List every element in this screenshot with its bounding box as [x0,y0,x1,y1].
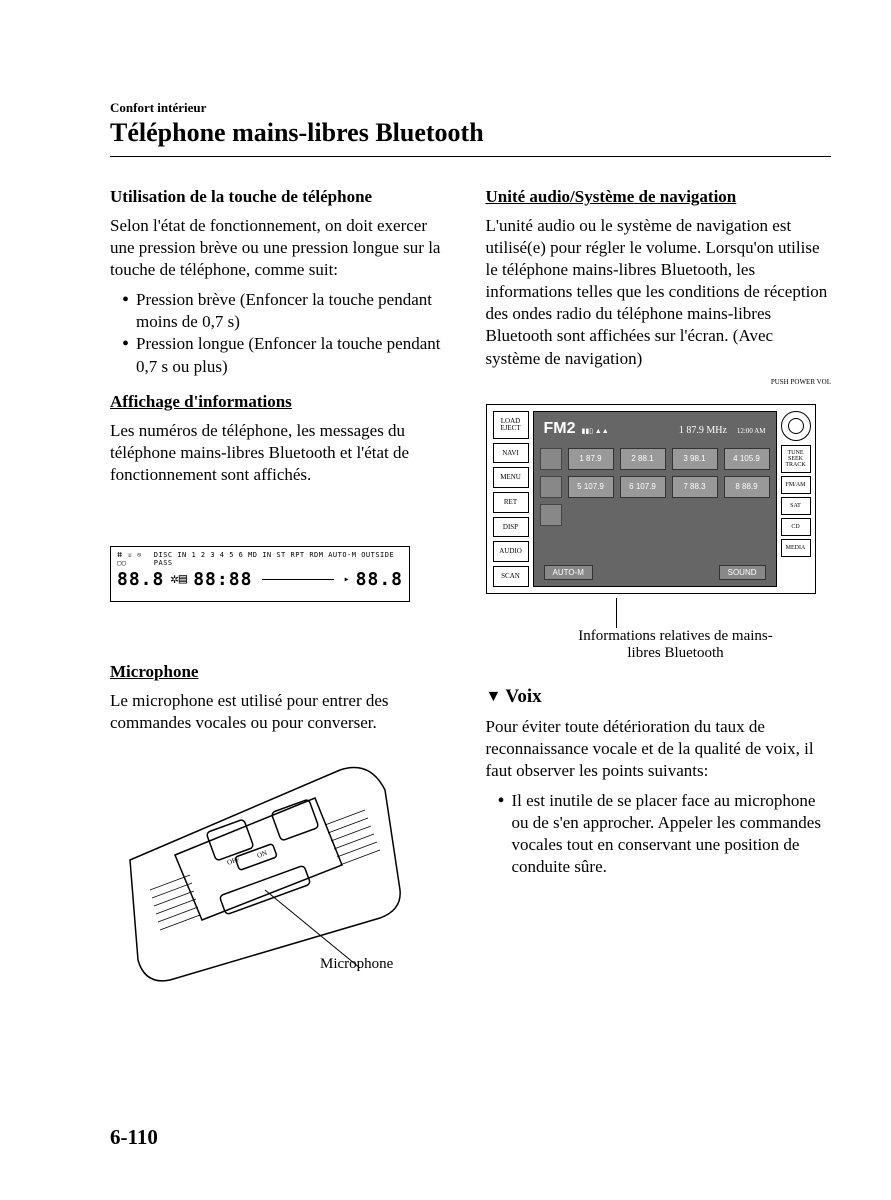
preset-2: 2 88.1 [620,448,666,470]
cd-button: CD [781,518,811,536]
nav-right-controls: TUNE SEEK TRACK FM/AM SAT CD MEDIA [781,411,811,587]
volume-knob [781,411,811,441]
lcd-seg3: 88.8 [356,569,403,590]
preset-1: 1 87.9 [568,448,614,470]
voix-heading-text: Voix [505,686,541,708]
screen-top-bar: FM2 ▮▮▯ ▲▲ 1 87.9 MHz 12:00 AM [540,418,770,440]
menu-button: MENU [493,467,529,488]
preset-6: 6 107.9 [620,476,666,498]
page-title: Téléphone mains-libres Bluetooth [110,118,831,148]
lcd-seg1: 88.8 [117,569,164,590]
clock: 12:00 AM [737,427,766,435]
left-column: Utilisation de la touche de téléphone Se… [110,187,456,950]
bullet-long-press: Pression longue (Enfoncer la touche pend… [124,333,456,377]
lcd-fan-icon: ✲▤ [170,571,187,587]
ret-button: RET [493,492,529,513]
screen-bottom-bar: AUTO-M SOUND [540,565,770,580]
navi-button: NAVI [493,443,529,464]
bullet-short-press: Pression brève (Enfoncer la touche penda… [124,289,456,333]
preset-3: 3 98.1 [672,448,718,470]
preset-grid: 1 87.9 2 88.1 3 98.1 4 105.9 5 107.9 6 1… [568,448,770,526]
audio-nav-heading: Unité audio/Système de navigation [486,187,832,207]
lcd-arrow-icon: ▸ [344,574,350,585]
bt-signal-icon [540,448,562,470]
voix-bullet-1: Il est inutile de se placer face au micr… [500,790,832,878]
leader-text: Informations relatives de mains-libres B… [566,628,786,662]
voix-heading: ▼ Voix [486,686,832,708]
autom-button: AUTO-M [544,565,593,580]
microphone-heading: Microphone [110,662,456,682]
preset-area: 1 87.9 2 88.1 3 98.1 4 105.9 5 107.9 6 1… [540,448,770,526]
side-icons [540,448,562,526]
fmam-button: FM/AM [781,476,811,494]
right-column: Unité audio/Système de navigation L'unit… [486,187,832,950]
sound-button: SOUND [719,565,766,580]
lcd-main-row: 88.8 ✲▤ 88:88 ▸ 88.8 [117,569,403,590]
breadcrumb: Confort intérieur [110,100,831,116]
bt-bars-icon [540,476,562,498]
page-number: 6-110 [110,1125,158,1150]
leader-line [616,598,617,628]
lcd-bt-icon: ⵌ ☏ ⎋ ▢▢ [117,551,154,567]
nav-unit-illustration: LOAD EJECT NAVI MENU RET DISP AUDIO SCAN… [486,404,816,594]
lcd-indicators: DISC IN 1 2 3 4 5 6 MD IN ST RPT RDM AUT… [154,551,403,567]
scan-button: SCAN [493,566,529,587]
load-eject-button: LOAD EJECT [493,411,529,439]
leader-annotation: Informations relatives de mains-libres B… [486,598,832,658]
phone-key-para: Selon l'état de fonctionnement, on doit … [110,215,456,281]
triangle-icon: ▼ [486,688,502,706]
media-button: MEDIA [781,539,811,557]
voix-para: Pour éviter toute détérioration du taux … [486,716,832,782]
nav-screen: FM2 ▮▮▯ ▲▲ 1 87.9 MHz 12:00 AM 1 87.9 [533,411,777,587]
page-header: Confort intérieur Téléphone mains-libres… [110,100,831,148]
phone-key-bullets: Pression brève (Enfoncer la touche penda… [110,289,456,377]
microphone-label: Microphone [320,956,393,973]
info-display-para: Les numéros de téléphone, les messages d… [110,420,456,486]
tune-seek-button: TUNE SEEK TRACK [781,445,811,473]
sat-button: SAT [781,497,811,515]
microphone-para: Le microphone est utilisé pour entrer de… [110,690,456,734]
speaker-icon [540,504,562,526]
svg-text:ON: ON [256,849,268,860]
signal-icon: ▮▮▯ ▲▲ [582,427,609,435]
preset-5: 5 107.9 [568,476,614,498]
overhead-console-illustration: OFF ON Microphone [110,750,410,950]
nav-left-buttons: LOAD EJECT NAVI MENU RET DISP AUDIO SCAN [493,411,529,587]
push-power-label: PUSH POWER VOL [486,378,832,386]
preset-4: 4 105.9 [724,448,770,470]
audio-nav-para: L'unité audio ou le système de navigatio… [486,215,832,370]
fm2-label: FM2 [544,420,576,438]
lcd-divider [262,579,333,580]
header-rule [110,156,831,157]
info-display-heading: Affichage d'informations [110,392,456,412]
content-columns: Utilisation de la touche de téléphone Se… [110,187,831,950]
lcd-display-illustration: ⵌ ☏ ⎋ ▢▢ DISC IN 1 2 3 4 5 6 MD IN ST RP… [110,546,410,602]
voix-bullets: Il est inutile de se placer face au micr… [486,790,832,878]
disp-button: DISP [493,517,529,538]
lcd-seg2: 88:88 [193,569,252,590]
nav-right-buttons: TUNE SEEK TRACK FM/AM SAT CD MEDIA [781,445,811,557]
preset-7: 7 88.3 [672,476,718,498]
preset-8: 8 88.9 [724,476,770,498]
phone-key-heading: Utilisation de la touche de téléphone [110,187,456,207]
current-freq: 1 87.9 MHz [679,425,727,436]
lcd-top-row: ⵌ ☏ ⎋ ▢▢ DISC IN 1 2 3 4 5 6 MD IN ST RP… [117,551,403,567]
audio-button: AUDIO [493,541,529,562]
